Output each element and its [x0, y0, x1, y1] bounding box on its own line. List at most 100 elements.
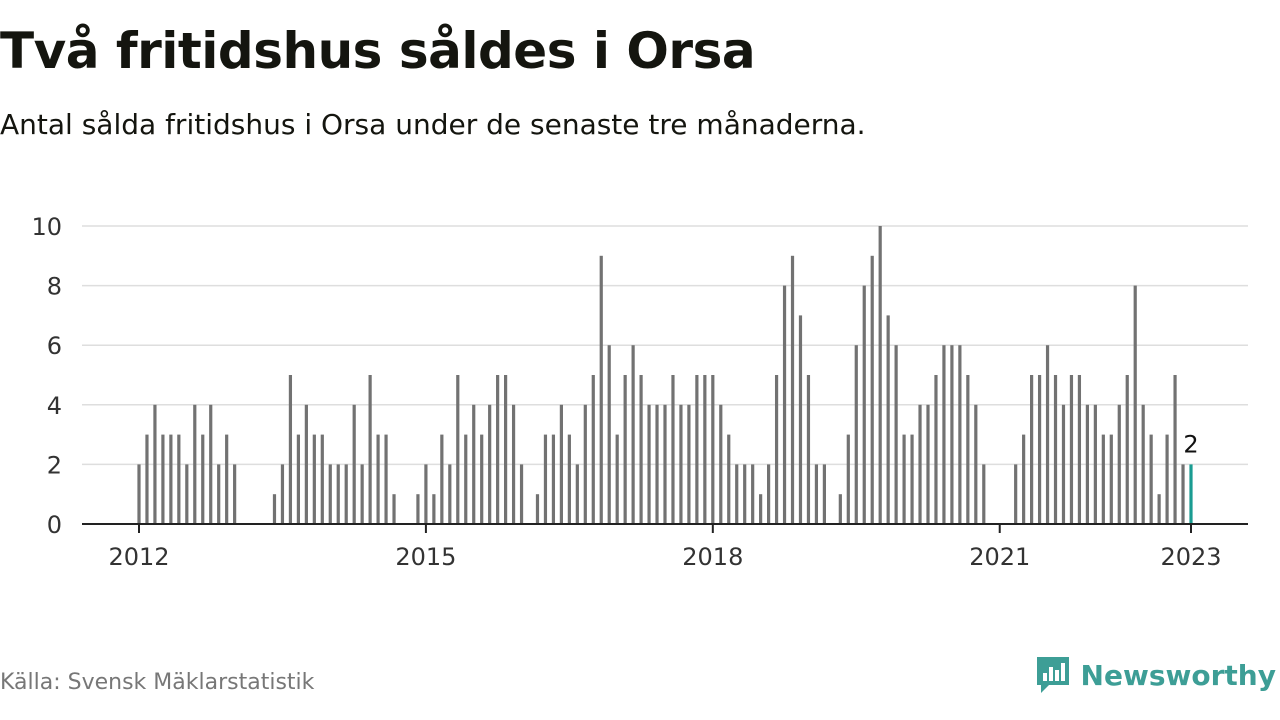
x-tick-label-2021: 2021: [969, 543, 1030, 571]
y-tick-label-10: 10: [31, 213, 62, 241]
source-note: Källa: Svensk Mäklarstatistik: [0, 670, 315, 695]
bar-4: [169, 434, 173, 524]
bar-35: [416, 494, 420, 524]
bar-50: [535, 494, 540, 524]
brand-logo[interactable]: Newsworthy: [1035, 654, 1276, 696]
bar-81: [782, 285, 787, 524]
bar-92: [870, 255, 874, 525]
bar-120: [1093, 404, 1097, 524]
bar-90: [854, 345, 858, 524]
newsworthy-logo-icon: [1036, 657, 1069, 693]
bar-46: [504, 375, 508, 524]
bar-126: [1141, 404, 1145, 524]
y-tick-label-2: 2: [47, 451, 62, 479]
bar-128: [1157, 494, 1161, 524]
bar-67: [671, 375, 675, 524]
bar-45: [496, 375, 500, 524]
bar-96: [902, 434, 906, 524]
bar-101: [942, 345, 946, 524]
bar-22: [312, 434, 316, 524]
bar-51: [543, 434, 548, 524]
x-tick-label-2018: 2018: [682, 543, 743, 571]
y-tick-label-8: 8: [47, 273, 62, 301]
bar-121: [1101, 434, 1105, 524]
bar-39: [448, 464, 452, 524]
bar-37: [432, 494, 436, 524]
bar-91: [862, 285, 866, 524]
bar-89: [846, 434, 850, 524]
bar-74: [727, 434, 731, 524]
bar-9: [209, 404, 213, 524]
bar-124: [1125, 375, 1129, 524]
bar-99: [926, 404, 930, 524]
bar-105: [974, 404, 978, 524]
bar-83: [798, 315, 803, 524]
bar-75: [735, 464, 739, 524]
bar-21: [304, 404, 308, 524]
bars: [137, 226, 1193, 525]
bar-94: [886, 315, 890, 524]
bar-84: [806, 375, 811, 524]
bar-103: [958, 345, 962, 524]
bar-68: [679, 404, 683, 524]
bar-66: [663, 404, 667, 524]
bar-26: [344, 464, 348, 524]
bar-31: [384, 434, 388, 524]
bar-55: [575, 464, 579, 524]
bar-24: [328, 464, 332, 524]
bar-60: [615, 434, 619, 524]
bar-41: [464, 434, 468, 524]
bar-95: [894, 345, 898, 524]
y-tick-label-4: 4: [47, 392, 62, 420]
bar-36: [424, 464, 428, 524]
bar-112: [1030, 375, 1034, 524]
bar-8: [201, 434, 205, 524]
bar-56: [583, 404, 587, 524]
bar-125: [1133, 285, 1137, 524]
bar-10: [217, 464, 221, 524]
bar-65: [655, 404, 659, 524]
bar-88: [838, 494, 842, 524]
bar-79: [767, 464, 771, 524]
bar-38: [440, 434, 444, 524]
bar-129: [1165, 434, 1169, 524]
bar-43: [480, 434, 484, 524]
bar-131: [1181, 464, 1185, 524]
chart-subtitle: Antal sålda fritidshus i Orsa under de s…: [0, 108, 866, 141]
bar-44: [488, 404, 492, 524]
bar-57: [591, 375, 595, 524]
bar-52: [551, 434, 556, 524]
bar-123: [1117, 404, 1121, 524]
bar-63: [639, 375, 643, 524]
y-tick-label-6: 6: [47, 332, 62, 360]
bar-25: [336, 464, 340, 524]
bar-64: [647, 404, 651, 524]
bar-11: [225, 434, 229, 524]
bar-3: [161, 434, 165, 524]
bar-85: [814, 464, 819, 524]
bar-119: [1085, 404, 1089, 524]
bar-28: [360, 464, 364, 524]
bar-69: [687, 404, 691, 524]
bar-93: [878, 226, 882, 524]
chart-title: Två fritidshus såldes i Orsa: [0, 22, 756, 80]
bar-48: [519, 464, 524, 524]
bar-6: [185, 464, 189, 524]
bar-59: [607, 345, 611, 524]
bar-40: [456, 375, 460, 524]
bar-62: [631, 345, 635, 524]
bar-127: [1149, 434, 1153, 524]
bar-113: [1037, 375, 1042, 524]
x-tick-label-2015: 2015: [395, 543, 456, 571]
bar-32: [392, 494, 396, 524]
bar-61: [623, 375, 627, 524]
bar-58: [599, 255, 603, 525]
bar-20: [296, 434, 300, 524]
brand-name: Newsworthy: [1080, 658, 1276, 692]
bar-78: [759, 494, 763, 524]
bar-12: [233, 464, 237, 524]
bar-73: [719, 404, 723, 524]
bar-111: [1022, 434, 1026, 524]
bar-100: [934, 375, 938, 524]
